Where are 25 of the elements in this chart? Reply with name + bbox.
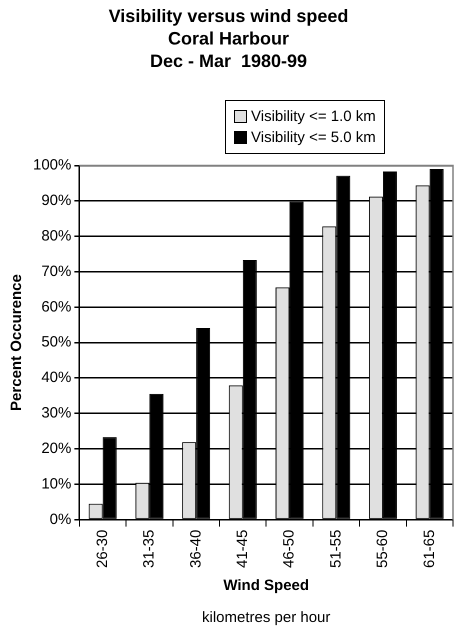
x-tick-label: 51-55: [327, 530, 344, 568]
y-tick-label: 40%: [41, 369, 72, 386]
x-tick-label: 41-45: [234, 530, 251, 568]
y-tick-label: 70%: [41, 262, 72, 280]
y-tick-label: 20%: [41, 440, 72, 457]
y-tick-label: 100%: [32, 156, 72, 174]
y-tick-label: 30%: [41, 404, 72, 422]
y-tick-label: 90%: [41, 192, 72, 210]
x-tick-label: 31-35: [140, 530, 158, 568]
y-tick-label: 80%: [41, 227, 72, 244]
x-tick-label: 46-50: [280, 530, 298, 568]
y-tick-label: 10%: [41, 475, 72, 492]
y-axis-title: Percent Occurence: [8, 274, 26, 411]
chart-title: Visibility versus wind speed Coral Harbour Dec - Mar 1980-99: [108, 6, 348, 72]
x-axis-title: Wind Speed: [223, 577, 310, 594]
x-tick-label: 36-40: [187, 530, 204, 568]
legend-label: Visibility <= 5.0 km: [251, 129, 376, 146]
y-tick-label: 60%: [41, 298, 72, 316]
text: kilometres per hour: [202, 609, 330, 626]
x-tick-label: 55-60: [374, 530, 392, 568]
x-tick-label: 26-30: [94, 530, 111, 568]
y-tick-label: 0%: [50, 510, 72, 528]
legend-label: Visibility <= 1.0 km: [251, 108, 376, 125]
x-tick-label: 61-65: [420, 530, 438, 568]
y-tick-label: 50%: [41, 334, 72, 351]
